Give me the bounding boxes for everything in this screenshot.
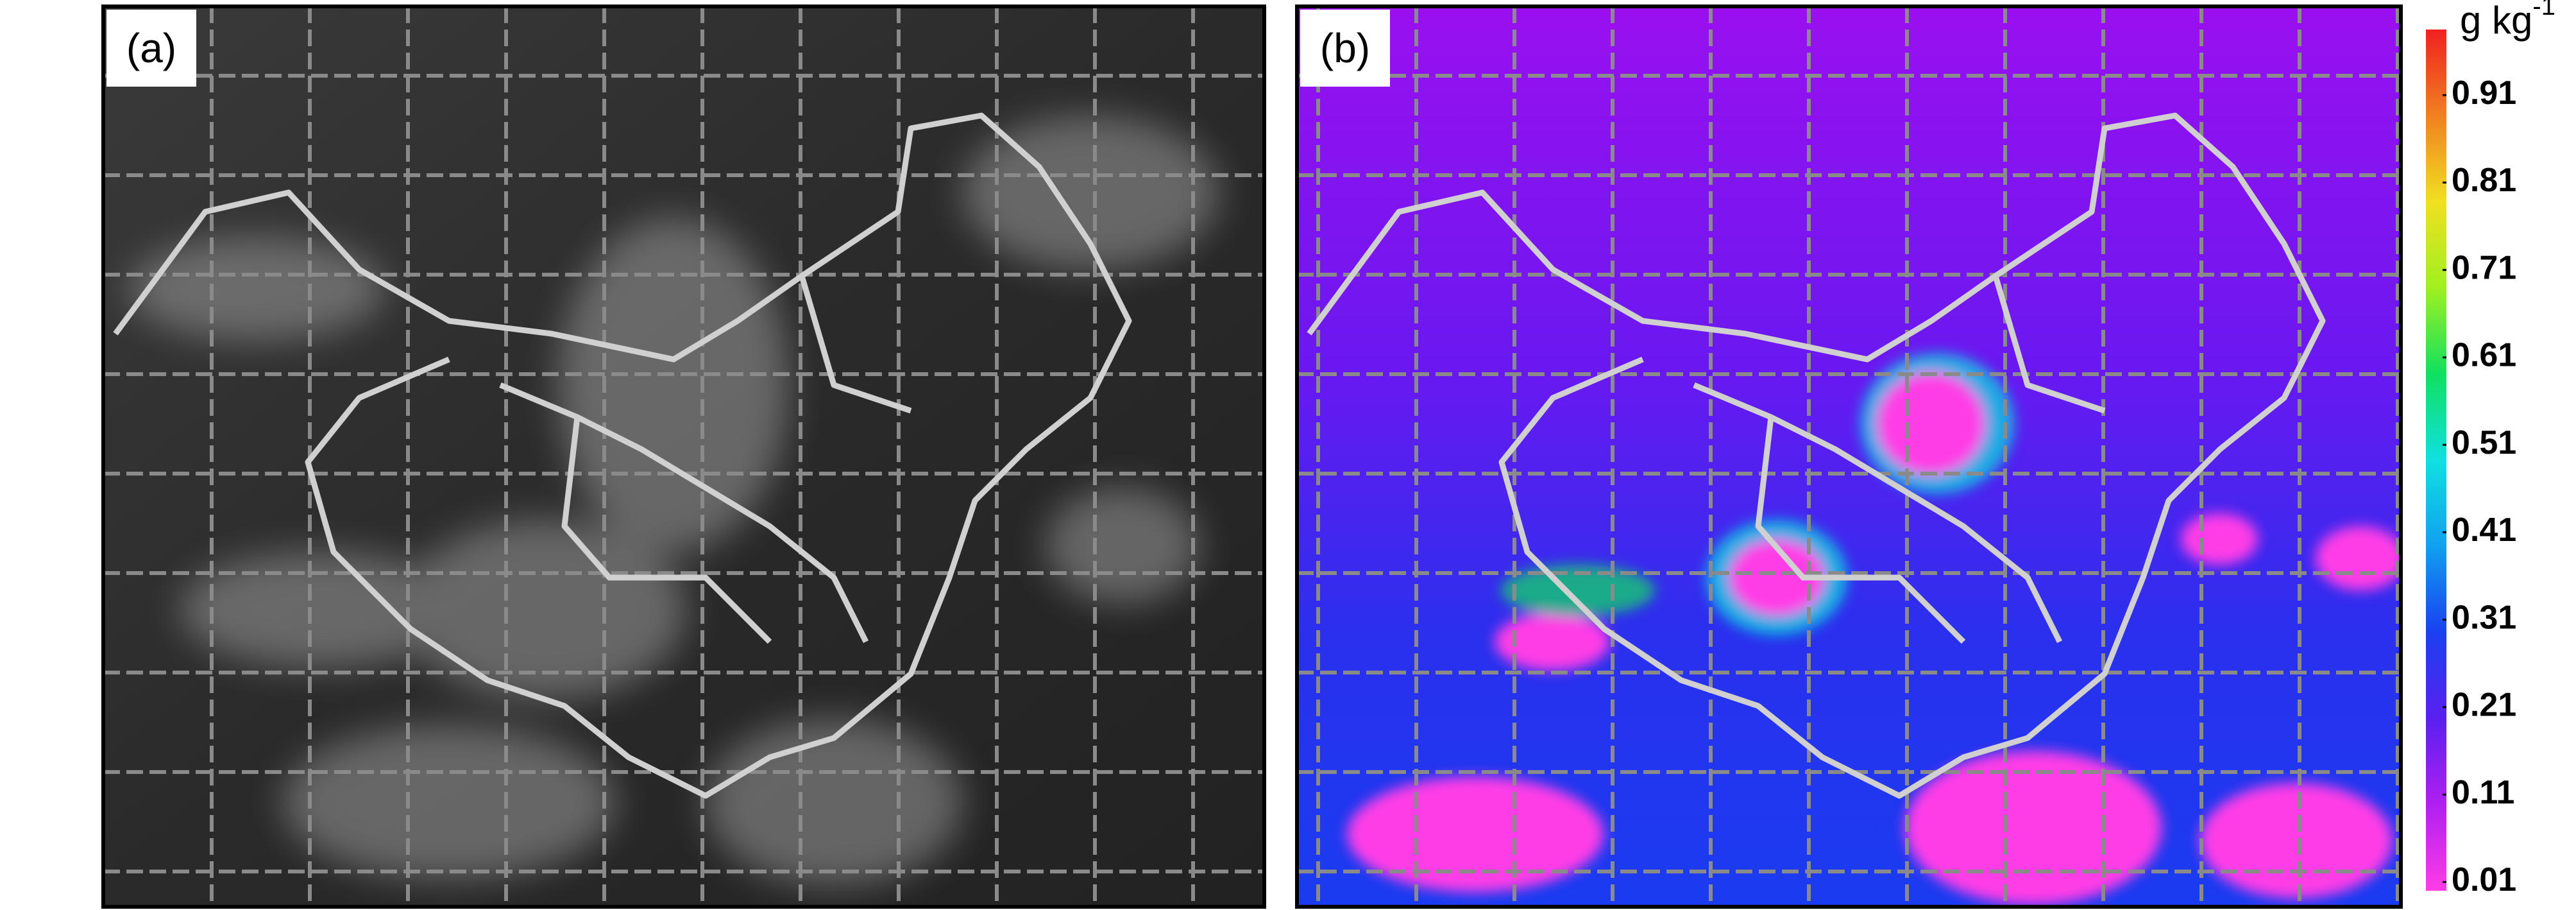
colorbar-tick-label: 0.41 <box>2452 511 2516 549</box>
cloud-features <box>128 116 1219 886</box>
boundaries <box>113 112 2326 799</box>
colorbar-tick-label: 0.51 <box>2452 424 2516 461</box>
panel-frame <box>1295 4 2403 909</box>
panel-label: (a) <box>126 25 176 71</box>
label-box <box>106 10 196 87</box>
colorbar-unit: g kg-1 <box>2460 0 2555 42</box>
panel-label: (b) <box>1320 25 1370 71</box>
colorbar-tick-label: 0.11 <box>2452 774 2514 811</box>
panel-a <box>103 6 1264 907</box>
colorbar-tick-label: 0.61 <box>2452 337 2516 374</box>
colorbar-tick-label: 0.91 <box>2452 74 2516 112</box>
grid-lines <box>103 6 2401 907</box>
unit-base: g kg <box>2460 0 2532 42</box>
colorbar-tick-label: 0.31 <box>2452 599 2516 636</box>
panel-b <box>1297 6 2401 907</box>
colorbar-tick-label: 0.21 <box>2452 687 2516 724</box>
label-box <box>1300 10 1390 87</box>
colorbar-tick-label: 0.81 <box>2452 162 2516 199</box>
colorbar-tick-label: 0.71 <box>2452 249 2516 286</box>
unit-superscript: -1 <box>2532 0 2555 21</box>
colorbar <box>2426 30 2446 891</box>
colorbar-tick-label: 0.01 <box>2452 861 2516 898</box>
panel-frame <box>101 4 1266 909</box>
